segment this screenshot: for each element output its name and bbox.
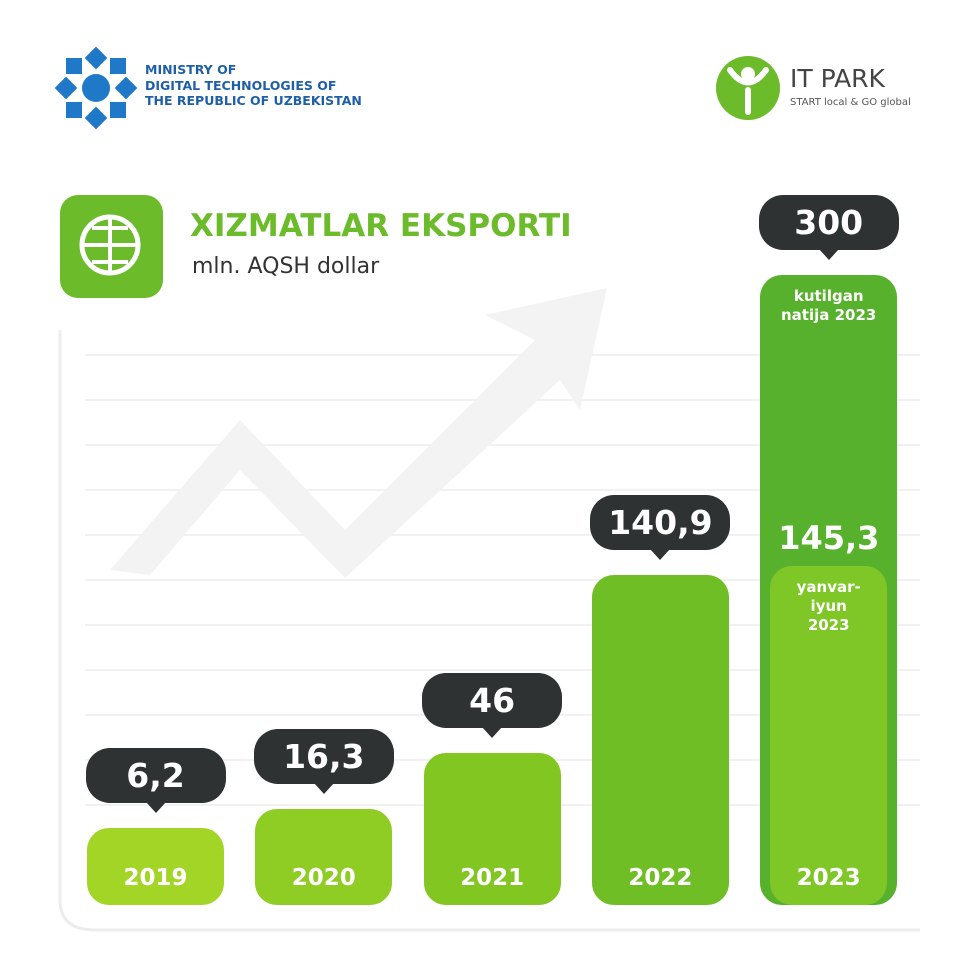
bar: 2021 (423, 753, 561, 905)
ministry-line: DIGITAL TECHNOLOGIES OF (145, 77, 337, 93)
value-callout: 140,9 (590, 494, 731, 560)
year-label: 2023 (796, 865, 861, 891)
ministry-line: MINISTRY OF (145, 62, 237, 77)
chart-title: XIZMATLAR EKSPORTI (190, 208, 572, 244)
year-label: 2021 (460, 864, 525, 891)
ministry-name: MINISTRY OF DIGITAL TECHNOLOGIES OF THE … (145, 62, 362, 109)
partial-value: 145,3 (778, 519, 880, 558)
value-callout: 16,3 (253, 729, 394, 795)
chart-subtitle: mln. AQSH dollar (192, 254, 380, 279)
partial-label: yanvar-iyun 2023 (796, 578, 861, 635)
partial-bar: yanvar-iyun 2023 (770, 566, 888, 905)
year-label: 2020 (291, 864, 356, 891)
year-label: 2019 (123, 864, 188, 891)
value-callout: 46 (422, 673, 563, 739)
bar: kutilgan natija 2023 yanvar-iyun 2023 145,… (760, 275, 898, 905)
bar: 2022 (591, 574, 729, 905)
value-callout: 300 (758, 195, 899, 260)
value-callout: 6,2 (85, 748, 226, 814)
bar: 2020 (255, 809, 393, 905)
ministry-line: THE REPUBLIC OF UZBEKISTAN (145, 93, 362, 108)
brand: IT PARK (790, 64, 885, 93)
annotation: kutilgan natija 2023 (781, 287, 877, 324)
year-label: 2022 (628, 864, 693, 891)
tagline: START local & GO global (790, 97, 911, 108)
bar: 2019 (87, 828, 224, 905)
